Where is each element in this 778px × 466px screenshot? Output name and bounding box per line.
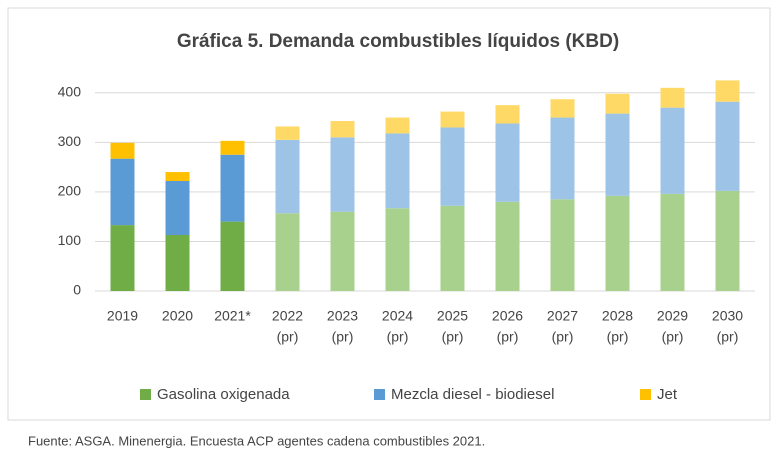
x-tick-label: 2024 — [382, 308, 413, 324]
y-tick-label: 200 — [58, 183, 82, 199]
bar-segment — [385, 208, 410, 291]
bar-segment — [605, 93, 630, 114]
bar-segment — [605, 195, 630, 291]
x-tick-label: 2026 — [492, 308, 523, 324]
source-note: Fuente: ASGA. Minenergia. Encuesta ACP a… — [28, 433, 485, 448]
chart-title: Gráfica 5. Demanda combustibles líquidos… — [177, 31, 619, 52]
x-tick-label: 2022 — [272, 308, 303, 324]
bar-segment — [330, 137, 355, 212]
bar-segment — [275, 213, 300, 291]
bar-segment — [495, 201, 520, 291]
bar-segment — [110, 142, 135, 159]
bar-segment — [440, 127, 465, 206]
y-tick-label: 100 — [58, 232, 82, 248]
x-tick-label: 2029 — [657, 308, 688, 324]
bar-segment — [550, 199, 575, 291]
bar-segment — [495, 123, 520, 202]
y-tick-label: 0 — [73, 282, 81, 298]
x-tick-label: (pr) — [717, 329, 739, 345]
x-tick-label: 2025 — [437, 308, 468, 324]
bar-segment — [165, 172, 190, 181]
x-tick-label: 2021* — [214, 308, 251, 324]
bar-segment — [660, 87, 685, 108]
bar-segment — [715, 80, 740, 102]
x-tick-label: (pr) — [497, 329, 519, 345]
bar-segment — [495, 105, 520, 124]
x-tick-label: (pr) — [662, 329, 684, 345]
bar-segment — [165, 180, 190, 236]
bar-segment — [330, 121, 355, 138]
x-tick-label: (pr) — [387, 329, 409, 345]
bar-segment — [220, 154, 245, 222]
legend-label: Mezcla diesel - biodiesel — [391, 386, 554, 403]
legend-swatch — [140, 389, 151, 400]
bar-segment — [165, 235, 190, 291]
x-tick-label: 2028 — [602, 308, 633, 324]
x-tick-label: 2020 — [162, 308, 193, 324]
x-tick-label: 2027 — [547, 308, 578, 324]
x-tick-label: (pr) — [332, 329, 354, 345]
bar-segment — [110, 158, 135, 226]
bar-segment — [220, 140, 245, 155]
y-tick-label: 400 — [58, 83, 82, 99]
legend-label: Gasolina oxigenada — [157, 386, 290, 403]
x-tick-label: (pr) — [607, 329, 629, 345]
bar-segment — [110, 225, 135, 291]
bar-segment — [605, 113, 630, 196]
bar-segment — [550, 117, 575, 200]
legend-swatch — [640, 389, 651, 400]
x-tick-label: 2023 — [327, 308, 358, 324]
bar-segment — [660, 107, 685, 194]
x-tick-label: 2019 — [107, 308, 138, 324]
bar-segment — [275, 126, 300, 140]
x-tick-label: 2030 — [712, 308, 743, 324]
bar-segment — [440, 205, 465, 291]
bar-segment — [715, 190, 740, 291]
bar-segment — [330, 211, 355, 291]
legend-swatch — [374, 389, 385, 400]
x-tick-label: (pr) — [277, 329, 299, 345]
bar-segment — [385, 117, 410, 134]
bar-segment — [550, 99, 575, 118]
y-tick-label: 300 — [58, 133, 82, 149]
x-tick-label: (pr) — [442, 329, 464, 345]
x-tick-label: (pr) — [552, 329, 574, 345]
legend-label: Jet — [657, 386, 678, 403]
bar-segment — [715, 101, 740, 191]
bar-segment — [660, 193, 685, 291]
bar-segment — [220, 221, 245, 291]
bar-segment — [440, 111, 465, 128]
bar-segment — [275, 139, 300, 214]
bar-segment — [385, 133, 410, 209]
